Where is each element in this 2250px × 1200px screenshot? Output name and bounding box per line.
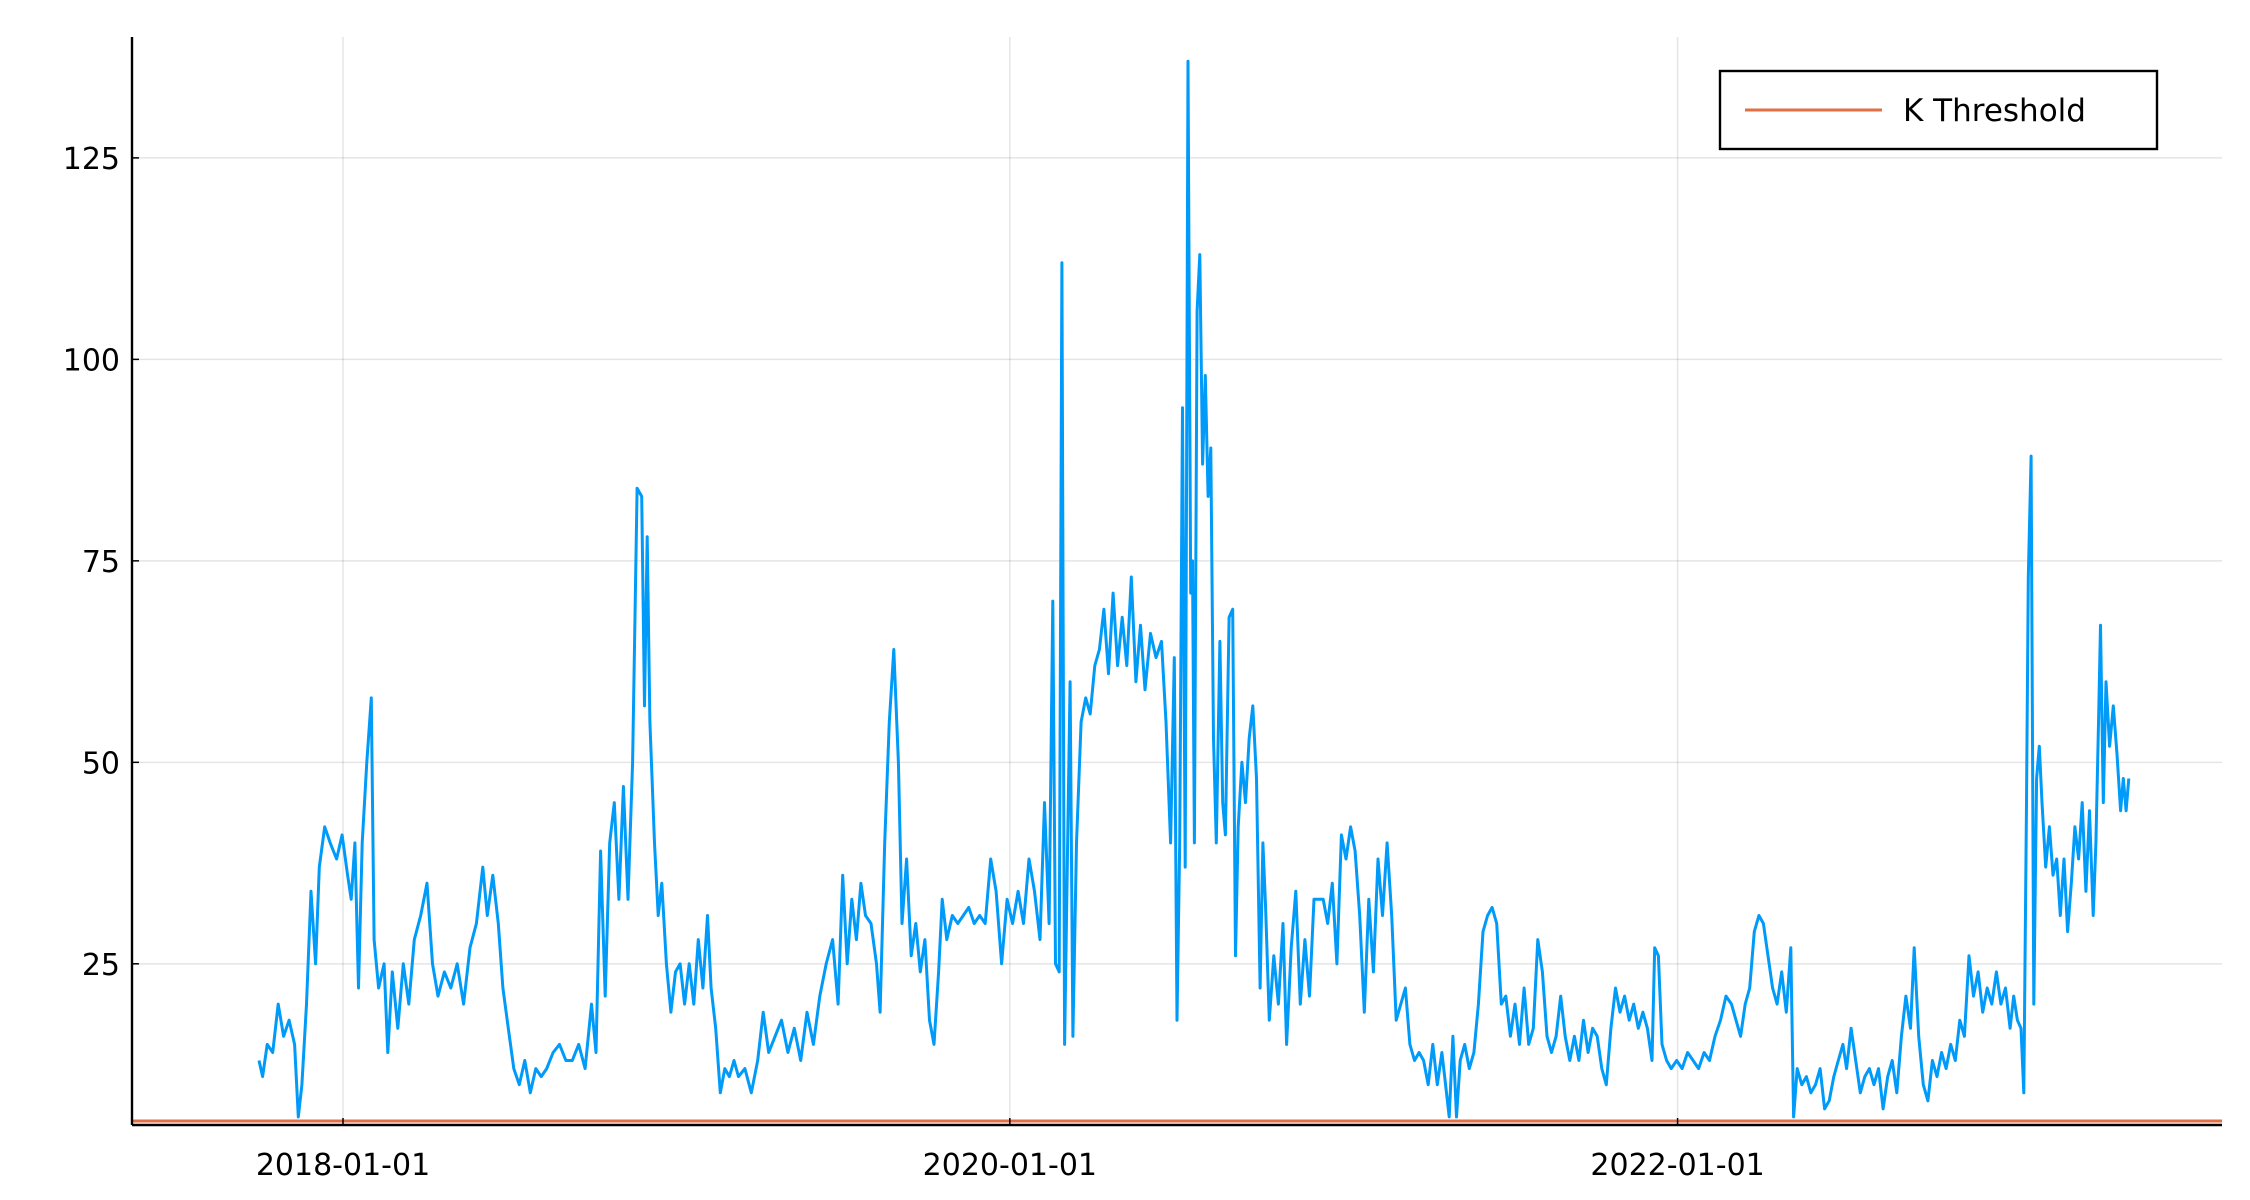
axes <box>130 37 2222 1127</box>
tick-layer: 25 50 75 100 125 2018-01-01 2020-01-01 2022-01-… <box>63 142 1765 1183</box>
y-tick-label: 25 <box>82 948 120 983</box>
y-tick-label: 100 <box>63 343 120 378</box>
y-tick-label: 75 <box>82 545 120 580</box>
grid-lines <box>132 37 2222 1125</box>
legend: K Threshold <box>1718 69 2159 151</box>
series-line-0 <box>257 59 2131 1119</box>
legend-label-k-threshold: K Threshold <box>1903 93 2086 129</box>
x-tick-label: 2022-01-01 <box>1590 1148 1764 1183</box>
series-layer <box>132 59 2222 1123</box>
x-tick-label: 2020-01-01 <box>923 1148 1097 1183</box>
y-tick-label: 125 <box>63 142 120 177</box>
x-tick-label: 2018-01-01 <box>256 1148 430 1183</box>
y-tick-label: 50 <box>82 746 120 781</box>
